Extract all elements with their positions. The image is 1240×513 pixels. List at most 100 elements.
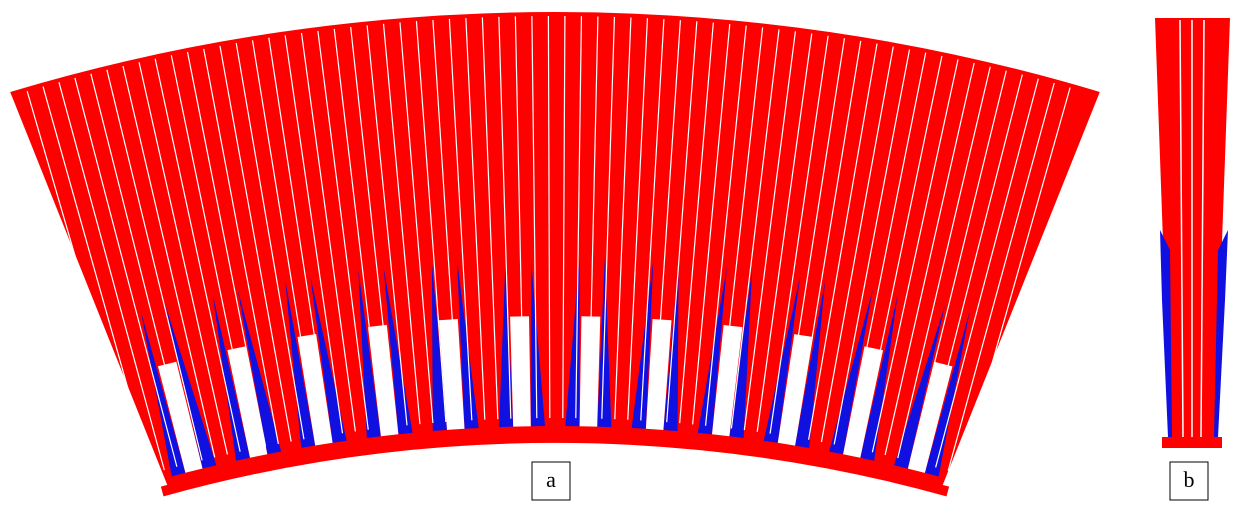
- mesh-line: [219, 45, 292, 442]
- field-region: [530, 258, 545, 427]
- mesh-line: [514, 16, 525, 419]
- inner-rim: [160, 432, 950, 497]
- mesh-line: [26, 90, 140, 478]
- field-region: [358, 269, 381, 438]
- mesh-line: [922, 74, 1023, 465]
- mesh-line: [795, 40, 862, 438]
- field-region: [763, 276, 801, 443]
- mesh-line: [820, 46, 894, 443]
- mesh-line: [154, 58, 241, 452]
- mesh-line: [366, 25, 408, 426]
- field-region: [212, 293, 250, 461]
- mesh-line: [415, 21, 447, 423]
- field-region: [894, 304, 946, 469]
- mesh-line: [640, 19, 665, 421]
- mesh-line: [909, 70, 1007, 462]
- mesh-line: [531, 16, 538, 419]
- mesh-line: [897, 66, 991, 459]
- mesh-line: [769, 35, 829, 434]
- mesh-line: [871, 59, 959, 453]
- mesh-line: [203, 48, 279, 445]
- mesh-line: [170, 55, 254, 450]
- slot: [712, 325, 743, 437]
- tooth-tip: [1162, 437, 1222, 448]
- field-region: [140, 310, 186, 477]
- mesh-line: [935, 78, 1039, 468]
- stator-sector-mesh: [10, 12, 1100, 497]
- slot: [368, 324, 399, 437]
- slot: [907, 361, 953, 473]
- mesh-line: [743, 31, 797, 431]
- mesh-line: [627, 18, 649, 420]
- mesh-line: [432, 19, 460, 422]
- mesh-line: [666, 21, 698, 423]
- label-box: [531, 461, 571, 501]
- panel-label: a: [546, 467, 556, 492]
- mesh-line: [122, 65, 216, 458]
- field-region: [237, 288, 282, 455]
- tooth-field: [1160, 230, 1172, 437]
- field-region: [383, 266, 413, 435]
- mesh-line: [300, 32, 356, 432]
- mesh-line: [884, 62, 975, 456]
- mesh-line: [399, 22, 434, 424]
- label-box: [1169, 461, 1209, 501]
- mesh-line: [653, 20, 681, 422]
- mesh-line: [448, 18, 473, 421]
- mesh-line: [679, 22, 714, 424]
- mesh-line: [756, 33, 813, 432]
- mesh-line: [717, 27, 764, 428]
- mesh-line: [859, 55, 943, 450]
- mesh-line: [562, 16, 566, 419]
- panel-label: b: [1184, 467, 1195, 492]
- mesh-line: [317, 30, 369, 430]
- field-region: [663, 262, 679, 432]
- field-region: [165, 304, 217, 469]
- mesh-line: [588, 16, 599, 419]
- mesh-line: [1179, 19, 1184, 438]
- mesh-line: [808, 43, 878, 440]
- field-region: [924, 311, 970, 477]
- slot: [777, 334, 813, 446]
- field-region: [795, 280, 826, 448]
- mesh-line: [58, 82, 165, 471]
- mesh-line: [251, 40, 318, 438]
- mesh-line: [186, 51, 267, 447]
- mesh-line: [333, 28, 382, 429]
- mesh-line: [833, 49, 911, 445]
- field-region: [285, 280, 316, 448]
- mesh-line: [74, 77, 178, 467]
- mesh-line: [42, 86, 153, 474]
- slot: [843, 346, 883, 458]
- sector-body: [10, 12, 1100, 494]
- mesh-line: [846, 52, 927, 448]
- slot: [510, 316, 531, 427]
- mesh-line: [575, 16, 583, 419]
- field-region: [697, 267, 727, 435]
- mesh-line: [547, 16, 551, 419]
- mesh-line: [498, 16, 512, 419]
- mesh-line: [138, 62, 229, 455]
- slot: [645, 319, 672, 430]
- mesh-line: [350, 27, 395, 427]
- mesh-line: [382, 23, 421, 425]
- mesh-line: [106, 69, 203, 461]
- slot: [158, 361, 203, 473]
- mesh-line: [704, 25, 747, 426]
- mesh-line: [481, 17, 499, 420]
- field-region: [860, 294, 898, 461]
- single-tooth-mesh: [1155, 18, 1230, 448]
- tooth-field: [1214, 230, 1228, 437]
- mesh-line: [235, 42, 305, 440]
- mesh-line: [465, 18, 486, 420]
- mesh-line: [268, 37, 331, 436]
- mesh-line: [960, 87, 1071, 475]
- mesh-line: [90, 73, 191, 464]
- mesh-line: [601, 16, 616, 419]
- mesh-line: [947, 82, 1055, 471]
- mesh-line: [730, 29, 780, 429]
- mesh-line: [284, 35, 344, 434]
- mesh-line: [1200, 19, 1205, 438]
- mesh-line: [692, 24, 731, 425]
